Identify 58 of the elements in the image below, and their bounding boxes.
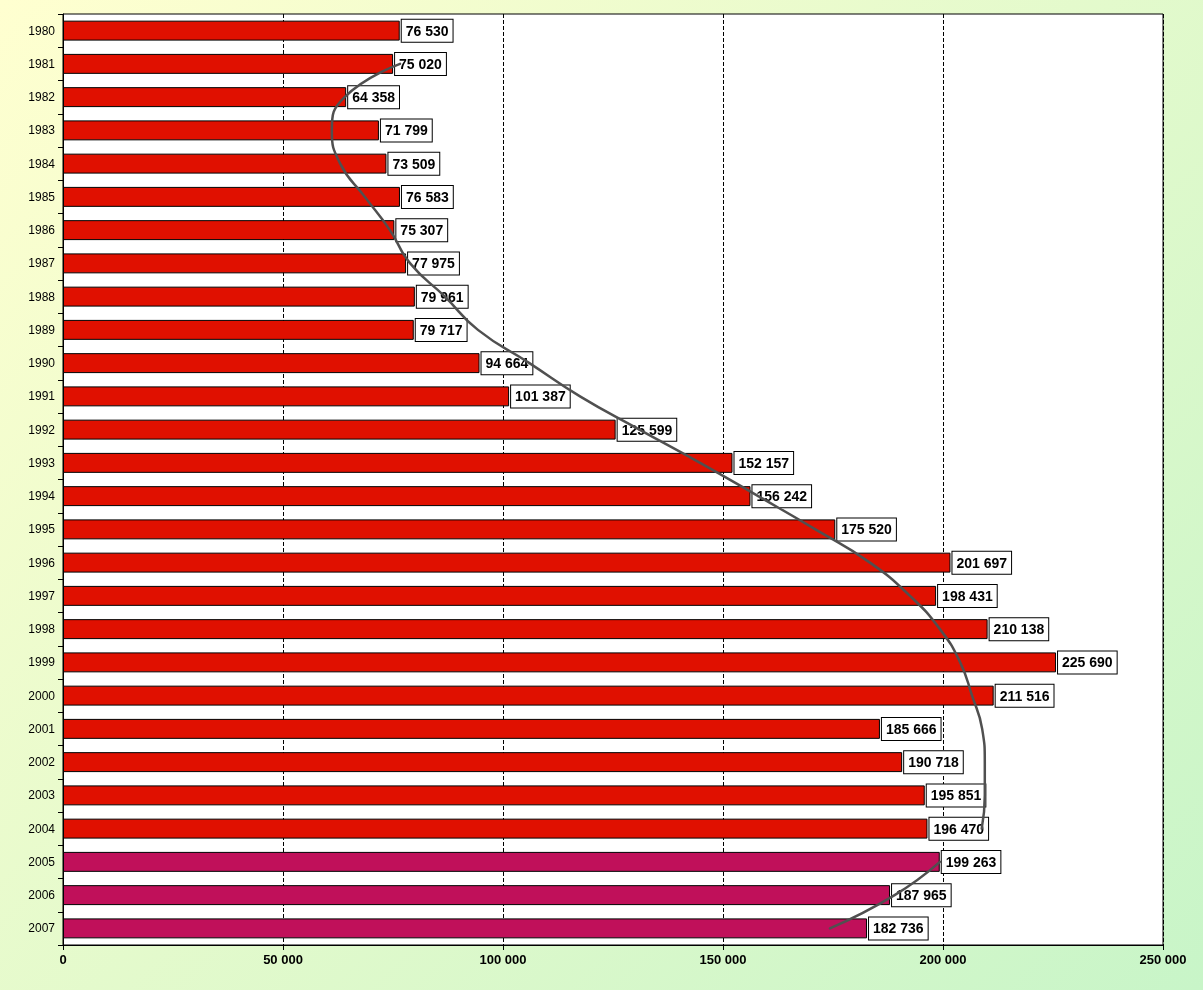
y-tick-label: 1998 (28, 622, 56, 637)
y-tick-label: 1991 (28, 389, 56, 404)
x-tick-label: 200 000 (919, 952, 967, 967)
data-label: 76 583 (405, 188, 449, 205)
y-tick-label: 2001 (28, 721, 56, 736)
data-label: 185 666 (885, 720, 937, 737)
y-tick-label: 2003 (28, 788, 56, 803)
y-tick-label: 2005 (28, 854, 56, 869)
y-tick-label: 1981 (28, 56, 56, 71)
x-tick-label: 50 000 (263, 952, 303, 967)
x-tick-label: 150 000 (699, 952, 747, 967)
data-label: 71 799 (384, 122, 428, 139)
data-label: 182 736 (873, 920, 924, 937)
y-tick-label: 1984 (28, 156, 56, 171)
data-label: 175 520 (841, 521, 893, 538)
y-tick-label: 1980 (28, 23, 56, 38)
y-tick-label: 2006 (28, 888, 56, 903)
y-tick-label: 2004 (28, 821, 56, 836)
y-tick-label: 2002 (28, 755, 56, 770)
data-label: 75 307 (400, 222, 444, 239)
y-tick-label: 1982 (28, 90, 56, 105)
data-label: 198 431 (942, 587, 993, 604)
data-label: 101 387 (515, 388, 566, 405)
y-tick-label: 1989 (28, 322, 56, 337)
y-tick-label: 1990 (28, 356, 56, 371)
x-tick-label: 250 000 (1139, 952, 1187, 967)
y-tick-label: 1983 (28, 123, 56, 138)
y-tick-label: 1997 (28, 588, 56, 603)
data-label: 64 358 (352, 89, 396, 106)
y-tick-label: 1992 (28, 422, 56, 437)
y-tick-label: 1986 (28, 223, 56, 238)
data-label: 152 157 (738, 454, 790, 471)
x-tick-label: 0 (59, 952, 67, 967)
data-label: 201 697 (956, 554, 1008, 571)
y-tick-label: 1988 (28, 289, 56, 304)
data-label: 76 530 (405, 22, 449, 39)
x-tick-label: 100 000 (479, 952, 527, 967)
data-label: 187 965 (896, 887, 947, 904)
data-label: 211 516 (999, 687, 1050, 704)
data-label: 79 717 (419, 321, 463, 338)
data-label: 190 718 (908, 754, 959, 771)
y-tick-label: 2000 (28, 688, 56, 703)
data-label: 195 851 (930, 787, 982, 804)
data-label: 199 263 (945, 853, 997, 870)
data-label: 75 020 (399, 55, 443, 72)
data-label: 156 242 (756, 488, 808, 505)
y-tick-label: 1993 (28, 455, 56, 470)
data-label: 225 690 (1062, 654, 1113, 671)
data-label: 77 975 (412, 255, 456, 272)
y-tick-label: 1995 (28, 522, 56, 537)
y-tick-label: 1994 (28, 489, 56, 504)
y-tick-label: 1996 (28, 555, 56, 570)
y-tick-label: 2007 (28, 921, 56, 936)
y-tick-label: 1985 (28, 189, 56, 204)
y-tick-label: 1999 (28, 655, 56, 670)
data-label: 210 138 (993, 621, 1045, 638)
data-label: 73 509 (392, 155, 436, 172)
y-tick-label: 1987 (28, 256, 56, 271)
